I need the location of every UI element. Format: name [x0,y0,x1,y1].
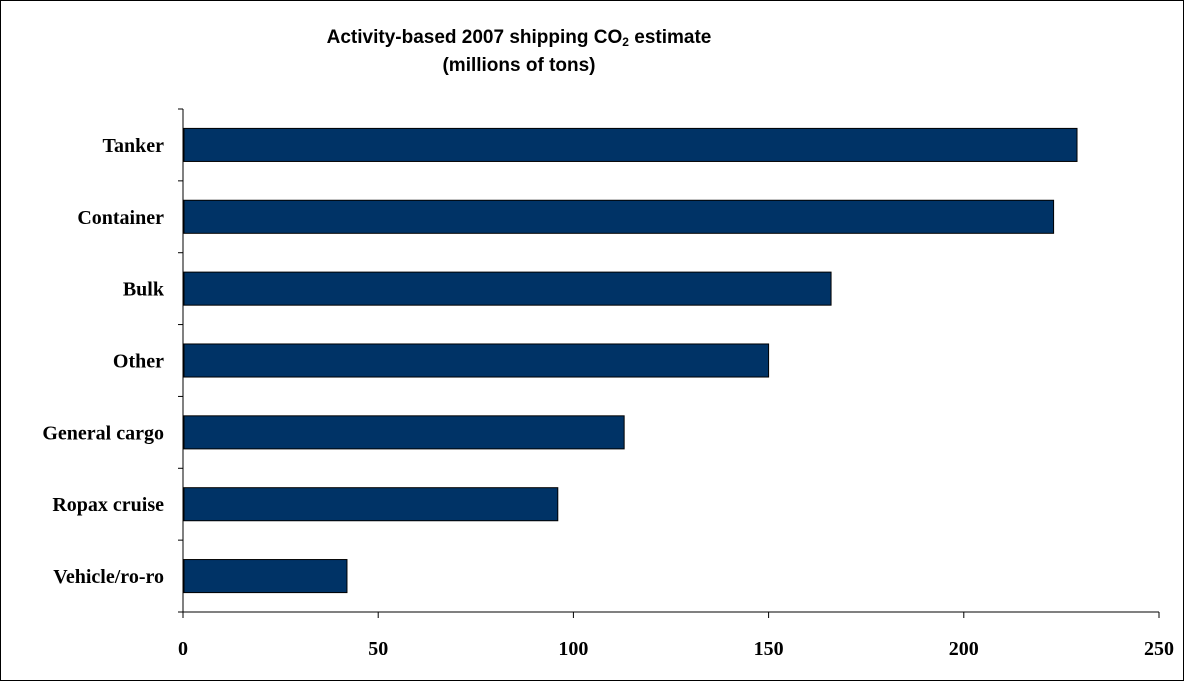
x-tick-label: 150 [754,638,784,660]
x-tick-label: 50 [368,638,388,660]
bar-tanker [183,127,1078,162]
bar-other [183,343,770,378]
bar-general-cargo [183,415,625,450]
axes-layer [178,108,1160,618]
chart-title-suffix: estimate [628,27,712,48]
x-tick-label: 100 [558,638,588,660]
category-label-bulk: Bulk [123,279,165,301]
chart-title: Activity-based 2007 shipping CO2 estimat… [1,24,1037,80]
x-tick-label: 250 [1144,638,1174,660]
x-tick-label: 200 [949,638,979,660]
category-label-ropax-cruise: Ropax cruise [52,494,164,516]
x-tick-label: 0 [178,638,188,660]
category-label-tanker: Tanker [102,135,164,157]
category-label-other: Other [113,351,164,373]
bars-layer [183,127,1078,594]
chart-title-prefix: Activity-based 2007 shipping CO [326,27,623,48]
category-label-container: Container [77,207,164,229]
bar-container [183,199,1055,234]
category-label-general-cargo: General cargo [42,422,164,444]
bar-bulk [183,271,832,306]
bar-vehicle-ro-ro [183,559,348,594]
labels-layer: Tanker Container Bulk Other General cargo Rop… [42,135,1174,660]
category-label-vehicle-ro-ro: Vehicle/ro-ro [53,566,164,588]
chart-title-subscript: 2 [622,35,629,49]
bar-ropax-cruise [183,487,559,522]
chart-title-line2: (millions of tons) [442,55,596,76]
